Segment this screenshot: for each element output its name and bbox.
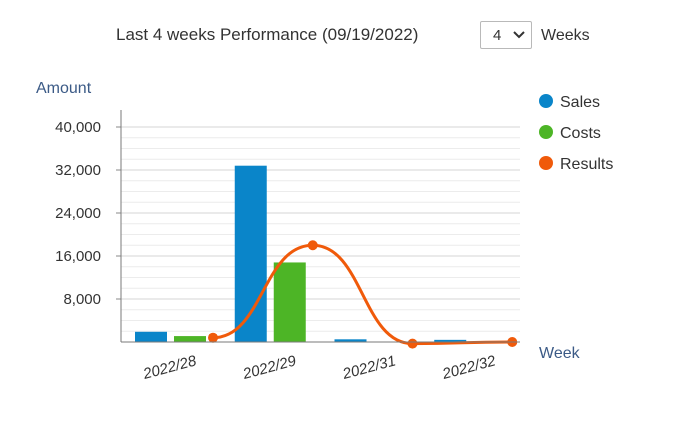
x-axis-label: Week bbox=[539, 345, 581, 362]
sales-bar bbox=[434, 339, 467, 342]
grid-lines bbox=[121, 126, 520, 332]
legend-label: Results bbox=[560, 156, 613, 173]
y-axis-label: Amount bbox=[36, 80, 92, 97]
legend-label: Sales bbox=[560, 94, 600, 111]
legend-label: Costs bbox=[560, 125, 601, 142]
sales-bar bbox=[135, 331, 167, 342]
weeks-select[interactable]: 4 bbox=[480, 21, 532, 49]
x-tick-label: 2022/31 bbox=[340, 352, 398, 383]
bars bbox=[135, 165, 467, 342]
y-tick-label: 24,000 bbox=[55, 205, 101, 222]
y-tick-label: 8,000 bbox=[63, 291, 101, 308]
axes: Amount 8,000 16,000 24,000 32,000 40,000 2022/… bbox=[36, 80, 581, 383]
y-tick-label: 32,000 bbox=[55, 162, 101, 179]
costs-bar bbox=[273, 262, 306, 342]
y-tick-label: 16,000 bbox=[55, 248, 101, 265]
results-line bbox=[208, 240, 518, 349]
legend-marker bbox=[539, 94, 553, 108]
weeks-select-value: 4 bbox=[493, 26, 502, 44]
page-title: Last 4 weeks Performance (09/19/2022) bbox=[116, 25, 419, 44]
x-tick-label: 2022/29 bbox=[240, 352, 298, 383]
results-line-path bbox=[212, 243, 513, 346]
weeks-label: Weeks bbox=[541, 27, 590, 44]
results-point bbox=[208, 332, 218, 343]
costs-bar bbox=[174, 336, 206, 342]
sales-bar bbox=[334, 339, 367, 342]
x-tick-label: 2022/32 bbox=[440, 352, 498, 383]
legend-marker bbox=[539, 125, 553, 139]
legend: Sales Costs Results bbox=[539, 94, 613, 173]
results-point bbox=[307, 240, 318, 251]
chevron-down-icon bbox=[513, 31, 525, 39]
sales-bar bbox=[234, 165, 267, 342]
legend-marker bbox=[539, 156, 553, 170]
y-tick-label: 40,000 bbox=[55, 119, 101, 136]
x-tick-label: 2022/28 bbox=[140, 352, 198, 383]
results-point bbox=[407, 338, 418, 349]
